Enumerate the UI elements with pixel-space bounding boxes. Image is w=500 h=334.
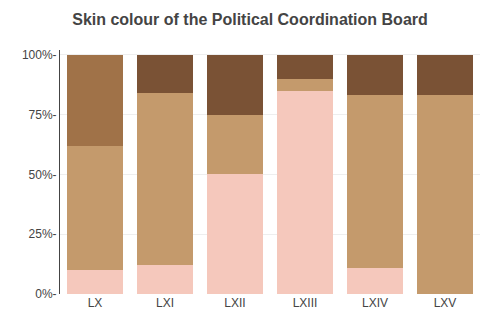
svg-text:0%-: 0%- xyxy=(35,287,56,301)
svg-text:Skin colour of the Political C: Skin colour of the Political Coordinatio… xyxy=(72,11,428,28)
svg-text:LXII: LXII xyxy=(224,296,245,310)
svg-text:25%-: 25%- xyxy=(29,227,57,241)
svg-text:LXIII: LXIII xyxy=(293,296,318,310)
svg-text:50%-: 50%- xyxy=(29,168,57,182)
svg-text:100%-: 100%- xyxy=(22,48,57,62)
svg-text:LXI: LXI xyxy=(156,296,174,310)
svg-text:LX: LX xyxy=(88,296,103,310)
svg-text:LXV: LXV xyxy=(434,296,457,310)
svg-text:LXIV: LXIV xyxy=(362,296,388,310)
svg-text:75%-: 75%- xyxy=(29,108,57,122)
